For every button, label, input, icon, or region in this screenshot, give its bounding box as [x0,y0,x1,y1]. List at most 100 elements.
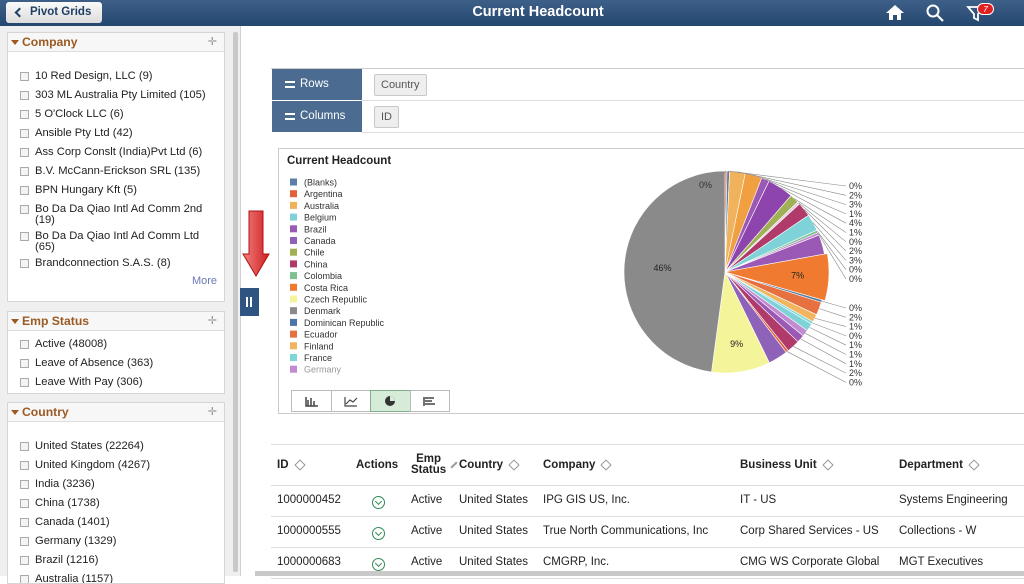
pie-slice[interactable] [724,253,830,302]
header-text: ID [277,458,289,471]
legend-label[interactable]: Brazil [304,224,327,234]
sort-icon[interactable] [822,458,834,471]
sort-icon[interactable] [600,458,613,471]
facet-item[interactable]: United States (22264) [8,439,224,456]
table-cell: United States [459,525,529,537]
legend-label[interactable]: Germany [304,365,342,375]
scrollbar[interactable] [233,32,238,572]
facet-item[interactable]: China (1738) [8,496,224,513]
actions-button[interactable] [372,558,385,571]
facet-item[interactable]: Australia (1157) [8,572,224,583]
legend-label[interactable]: Canada [304,236,336,246]
rows-drop: Country [362,69,1024,101]
row-line [271,444,1024,445]
facet-title[interactable]: Company [8,33,224,52]
facet-item[interactable]: Canada (1401) [8,515,224,532]
slice-label: 4% [849,218,862,228]
facet-item[interactable]: Brandconnection S.A.S. (8) [8,256,224,273]
leader-line [819,308,847,318]
search-icon[interactable] [926,4,944,22]
facet-item[interactable]: 5 O'Clock LLC (6) [8,107,224,124]
legend-label[interactable]: Belgium [304,213,337,223]
legend-label[interactable]: Colombia [304,271,342,281]
facet-item[interactable]: Leave of Absence (363) [8,356,224,373]
collapse-button[interactable] [240,288,259,316]
row-line [271,516,1024,517]
scrollbar[interactable] [255,571,1024,576]
more-link[interactable]: More [191,275,217,287]
facet-item[interactable]: United Kingdom (4267) [8,458,224,475]
leader-line [800,338,847,365]
legend-swatch [290,237,297,244]
leader-line [728,170,847,187]
slice-label: 2% [849,368,862,378]
legend-label[interactable]: Ecuador [304,330,338,340]
pie-slice[interactable] [623,170,726,373]
column-header[interactable]: Department [899,444,980,485]
facet-title[interactable]: Country [8,403,224,422]
chart-title: Current Headcount [287,155,391,167]
facet-item[interactable]: Active (48008) [8,337,224,354]
sort-icon[interactable] [8,56,224,67]
rows-chip[interactable]: Country [374,74,427,96]
sort-icon[interactable] [8,426,224,437]
legend-label[interactable]: Dominican Republic [304,318,385,328]
legend-swatch [290,201,297,209]
legend-label[interactable]: Finland [304,341,334,351]
legend-label[interactable]: Chile [304,248,325,258]
table-cell: Active [411,525,443,537]
legend-label[interactable]: China [304,259,328,269]
legend-label[interactable]: Costa Rica [304,283,348,293]
facet-title[interactable]: Emp Status [8,312,224,331]
legend-label[interactable]: Czech Republic [304,295,368,305]
slice-label: 0% [849,265,862,275]
facet-item[interactable]: Germany (1329) [8,534,224,551]
facet-item[interactable]: Leave With Pay (306) [8,375,224,392]
slice-label: 1% [849,322,862,332]
legend-label[interactable]: Denmark [304,306,341,316]
column-header[interactable]: Country [459,444,520,485]
slice-label: 2% [849,190,862,200]
facet-item[interactable]: 303 ML Australia Pty Limited (105) [8,88,224,105]
leader-line [812,322,847,337]
slice-label: 46% [654,263,672,273]
slice-label: 0% [849,377,862,387]
column-header[interactable]: Emp Status [411,444,458,485]
sort-icon[interactable] [508,458,520,471]
columns-chip[interactable]: ID [374,106,399,128]
sort-icon[interactable] [450,460,458,469]
facet-item[interactable]: Bo Da Da Qiao Intl Ad Comm 2nd (19) [8,202,224,227]
facet-item[interactable]: Ansible Pty Ltd (42) [8,126,224,143]
facet-item[interactable]: 10 Red Design, LLC (9) [8,69,224,86]
header-text: Emp Status [411,452,447,476]
facet-item[interactable]: Bo Da Da Qiao Intl Ad Comm Ltd (65) [8,229,224,254]
home-icon[interactable] [886,5,904,20]
actions-button[interactable] [372,527,385,540]
facet-item[interactable]: BPN Hungary Kft (5) [8,183,224,200]
facet-item[interactable]: India (3236) [8,477,224,494]
legend-swatch [290,295,297,303]
column-header[interactable]: ID [277,444,306,485]
legend-label[interactable]: France [304,353,332,363]
legend-label[interactable]: Australia [304,201,339,211]
slice-label: 1% [849,209,862,219]
legend-label[interactable]: Argentina [304,189,343,199]
sort-icon[interactable] [293,458,306,471]
back-button[interactable]: Pivot Grids [6,2,102,23]
column-header[interactable]: Business Unit [740,444,834,485]
slice-label: 7% [791,271,804,281]
leader-line [793,346,847,374]
facet-item[interactable]: Brazil (1216) [8,553,224,570]
leader-line [805,333,847,355]
table-cell: 1000000683 [277,556,341,568]
facet-item[interactable]: B.V. McCann-Erickson SRL (135) [8,164,224,181]
column-header[interactable]: Company [543,444,613,485]
table-cell: Systems Engineering [899,494,1008,506]
sort-icon[interactable] [968,458,980,471]
legend-label[interactable]: (Blanks) [304,178,337,188]
facet-item[interactable]: Ass Corp Conslt (India)Pvt Ltd (6) [8,145,224,162]
slice-label: 3% [849,200,862,210]
slice-label: 0% [699,180,712,190]
actions-button[interactable] [372,496,385,509]
